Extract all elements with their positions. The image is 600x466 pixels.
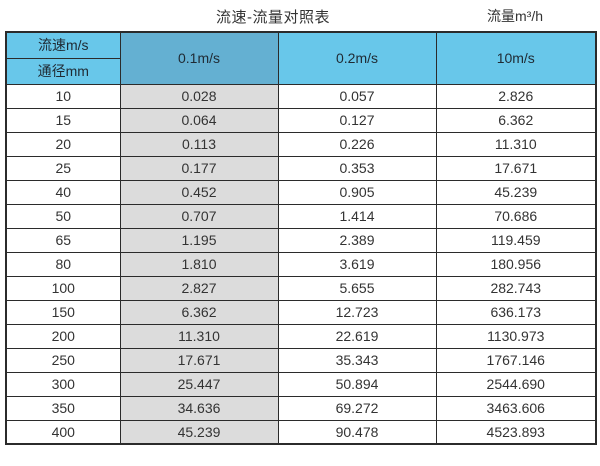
value-cell-0.1ms: 2.827 xyxy=(119,275,279,301)
value-cell-0.1ms: 0.452 xyxy=(119,179,279,205)
value-cell-0.1ms: 11.310 xyxy=(119,323,279,349)
table-row: 300 25.447 50.894 2544.690 xyxy=(5,371,597,397)
value-cell-10ms: 4523.893 xyxy=(435,419,597,445)
table-row: 50 0.707 1.414 70.686 xyxy=(5,203,597,229)
value-cell-0.2ms: 0.127 xyxy=(277,107,437,133)
value-cell-0.1ms: 0.064 xyxy=(119,107,279,133)
diameter-cell: 25 xyxy=(5,155,121,181)
diameter-cell: 40 xyxy=(5,179,121,205)
value-cell-0.1ms: 1.195 xyxy=(119,227,279,253)
table-row: 25 0.177 0.353 17.671 xyxy=(5,155,597,181)
value-cell-0.2ms: 1.414 xyxy=(277,203,437,229)
unit-label: 流量m³/h xyxy=(487,8,543,24)
value-cell-0.1ms: 34.636 xyxy=(119,395,279,421)
table-row: 100 2.827 5.655 282.743 xyxy=(5,275,597,301)
value-cell-10ms: 1130.973 xyxy=(435,323,597,349)
value-cell-0.2ms: 2.389 xyxy=(277,227,437,253)
table-row: 250 17.671 35.343 1767.146 xyxy=(5,347,597,373)
value-cell-0.1ms: 17.671 xyxy=(119,347,279,373)
table-row: 150 6.362 12.723 636.173 xyxy=(5,299,597,325)
value-cell-10ms: 6.362 xyxy=(435,107,597,133)
column-header-0.1ms: 0.1m/s xyxy=(119,31,279,85)
value-cell-0.1ms: 1.810 xyxy=(119,251,279,277)
header-row-velocity: 流速m/s 0.1m/s 0.2m/s 10m/s xyxy=(5,31,597,85)
table-row: 65 1.195 2.389 119.459 xyxy=(5,227,597,253)
value-cell-0.1ms: 0.707 xyxy=(119,203,279,229)
corner-diameter-label: 通径mm xyxy=(5,57,121,85)
value-cell-0.2ms: 0.057 xyxy=(277,83,437,109)
diameter-cell: 150 xyxy=(5,299,121,325)
value-cell-0.2ms: 12.723 xyxy=(277,299,437,325)
value-cell-0.2ms: 0.353 xyxy=(277,155,437,181)
value-cell-0.1ms: 0.113 xyxy=(119,131,279,157)
diameter-cell: 20 xyxy=(5,131,121,157)
value-cell-0.2ms: 5.655 xyxy=(277,275,437,301)
table-row: 15 0.064 0.127 6.362 xyxy=(5,107,597,133)
value-cell-10ms: 282.743 xyxy=(435,275,597,301)
page-header: 流速-流量对照表 流量m³/h xyxy=(0,0,600,31)
diameter-cell: 15 xyxy=(5,107,121,133)
diameter-cell: 350 xyxy=(5,395,121,421)
table-row: 40 0.452 0.905 45.239 xyxy=(5,179,597,205)
value-cell-10ms: 636.173 xyxy=(435,299,597,325)
value-cell-0.1ms: 45.239 xyxy=(119,419,279,445)
value-cell-10ms: 119.459 xyxy=(435,227,597,253)
value-cell-0.1ms: 0.177 xyxy=(119,155,279,181)
value-cell-0.2ms: 0.905 xyxy=(277,179,437,205)
diameter-cell: 200 xyxy=(5,323,121,349)
table-row: 200 11.310 22.619 1130.973 xyxy=(5,323,597,349)
value-cell-10ms: 3463.606 xyxy=(435,395,597,421)
diameter-cell: 100 xyxy=(5,275,121,301)
page-title: 流速-流量对照表 xyxy=(216,9,330,26)
value-cell-0.2ms: 3.619 xyxy=(277,251,437,277)
column-header-0.2ms: 0.2m/s xyxy=(277,31,437,85)
value-cell-10ms: 11.310 xyxy=(435,131,597,157)
value-cell-10ms: 70.686 xyxy=(435,203,597,229)
value-cell-10ms: 180.956 xyxy=(435,251,597,277)
value-cell-10ms: 45.239 xyxy=(435,179,597,205)
diameter-cell: 80 xyxy=(5,251,121,277)
value-cell-10ms: 17.671 xyxy=(435,155,597,181)
table-row: 80 1.810 3.619 180.956 xyxy=(5,251,597,277)
value-cell-0.2ms: 22.619 xyxy=(277,323,437,349)
diameter-cell: 10 xyxy=(5,83,121,109)
table-row: 400 45.239 90.478 4523.893 xyxy=(5,419,597,445)
table-row: 20 0.113 0.226 11.310 xyxy=(5,131,597,157)
diameter-cell: 250 xyxy=(5,347,121,373)
flow-rate-table: 流速m/s 0.1m/s 0.2m/s 10m/s 通径mm 10 0.028 … xyxy=(5,31,597,445)
value-cell-0.2ms: 0.226 xyxy=(277,131,437,157)
value-cell-0.1ms: 25.447 xyxy=(119,371,279,397)
value-cell-10ms: 1767.146 xyxy=(435,347,597,373)
table-row: 10 0.028 0.057 2.826 xyxy=(5,83,597,109)
diameter-cell: 400 xyxy=(5,419,121,445)
diameter-cell: 300 xyxy=(5,371,121,397)
value-cell-0.1ms: 6.362 xyxy=(119,299,279,325)
diameter-cell: 50 xyxy=(5,203,121,229)
value-cell-10ms: 2544.690 xyxy=(435,371,597,397)
diameter-cell: 65 xyxy=(5,227,121,253)
value-cell-10ms: 2.826 xyxy=(435,83,597,109)
column-header-10ms: 10m/s xyxy=(435,31,597,85)
header-row-diameter: 通径mm xyxy=(5,57,596,85)
corner-velocity-label: 流速m/s xyxy=(5,31,121,59)
value-cell-0.1ms: 0.028 xyxy=(119,83,279,109)
value-cell-0.2ms: 50.894 xyxy=(277,371,437,397)
table-row: 350 34.636 69.272 3463.606 xyxy=(5,395,597,421)
value-cell-0.2ms: 69.272 xyxy=(277,395,437,421)
value-cell-0.2ms: 35.343 xyxy=(277,347,437,373)
value-cell-0.2ms: 90.478 xyxy=(277,419,437,445)
